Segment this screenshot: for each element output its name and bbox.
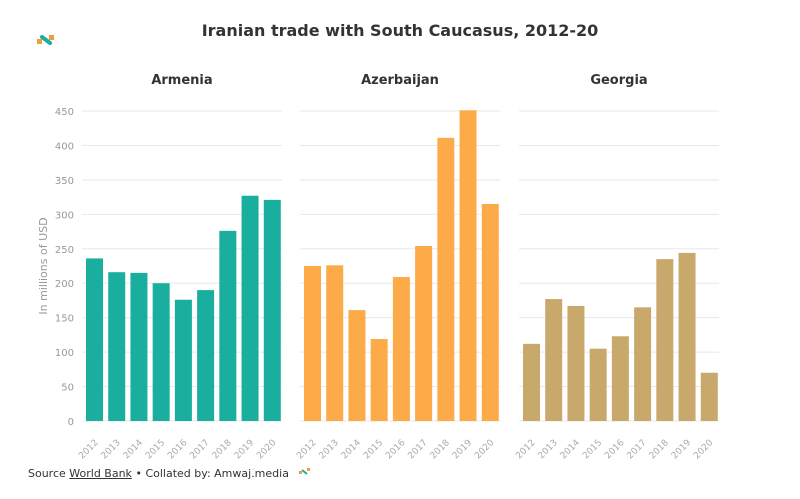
bar-2020 xyxy=(700,372,718,421)
y-axis-label: In millions of USD xyxy=(37,217,50,314)
y-tick-label: 150 xyxy=(55,314,74,325)
y-tick-label: 250 xyxy=(55,245,74,256)
panel-title: Armenia xyxy=(151,73,212,88)
bar-2016 xyxy=(174,299,192,421)
x-tick-label: 2016 xyxy=(166,438,189,461)
y-tick-label: 0 xyxy=(68,417,74,428)
y-tick-label: 450 xyxy=(55,107,74,118)
x-tick-label: 2014 xyxy=(122,438,145,461)
logo-icon xyxy=(37,35,54,45)
bar-2012 xyxy=(304,266,321,421)
y-tick-label: 350 xyxy=(55,176,74,187)
panel-title: Azerbaijan xyxy=(361,73,439,88)
source-label: Source xyxy=(28,467,66,480)
footer: Source World Bank • Collated by: Amwaj.m… xyxy=(28,467,312,480)
bar-2014 xyxy=(348,310,366,421)
bar-2015 xyxy=(589,348,607,421)
panel-azerbaijan: Azerbaijan201220132014201520162017201820… xyxy=(295,73,500,461)
bar-2016 xyxy=(611,336,629,421)
bar-2018 xyxy=(656,259,674,421)
y-tick-label: 200 xyxy=(55,279,74,290)
bar-2014 xyxy=(567,305,585,421)
bar-2018 xyxy=(437,137,455,421)
footer-logo-icon xyxy=(299,468,311,475)
bar-2013 xyxy=(545,299,563,421)
x-tick-label: 2016 xyxy=(384,438,407,461)
x-tick-label: 2020 xyxy=(255,438,278,461)
x-tick-label: 2020 xyxy=(473,438,496,461)
bar-2019 xyxy=(241,195,259,421)
bar-2018 xyxy=(219,230,237,421)
x-tick-label: 2018 xyxy=(211,438,234,461)
panel-title: Georgia xyxy=(590,73,647,88)
x-tick-label: 2014 xyxy=(559,438,582,461)
x-tick-label: 2014 xyxy=(340,438,363,461)
x-tick-label: 2017 xyxy=(188,438,211,461)
y-tick-label: 400 xyxy=(55,141,74,152)
x-tick-label: 2019 xyxy=(233,438,256,461)
bar-2019 xyxy=(678,252,696,421)
bar-2017 xyxy=(415,246,433,421)
bar-2017 xyxy=(634,307,652,421)
chart-title: Iranian trade with South Caucasus, 2012-… xyxy=(202,21,599,40)
y-tick-label: 50 xyxy=(61,383,74,394)
bar-2012 xyxy=(523,343,540,421)
x-tick-label: 2018 xyxy=(648,438,671,461)
x-tick-label: 2019 xyxy=(670,438,693,461)
separator: • xyxy=(135,467,142,480)
collated-text: Collated by: Amwaj.media xyxy=(145,467,289,480)
y-tick-label: 100 xyxy=(55,348,74,359)
x-tick-label: 2012 xyxy=(295,438,318,461)
panel-georgia: Georgia 201220132014201520162017201820192… xyxy=(514,73,719,461)
x-tick-label: 2015 xyxy=(144,438,167,461)
bar-2016 xyxy=(392,277,410,421)
x-tick-label: 2012 xyxy=(514,438,537,461)
x-tick-label: 2013 xyxy=(537,438,560,461)
bar-2015 xyxy=(152,283,170,421)
x-tick-label: 2013 xyxy=(318,438,341,461)
x-tick-label: 2016 xyxy=(603,438,626,461)
panel-armenia: Armenia 0 50 100 150 200 250 300 350 400 450 In mil… xyxy=(37,73,282,461)
x-tick-label: 2015 xyxy=(581,438,604,461)
bar-2020 xyxy=(481,204,499,421)
bar-2013 xyxy=(326,265,344,421)
x-tick-label: 2019 xyxy=(451,438,474,461)
x-tick-label: 2017 xyxy=(406,438,429,461)
x-tick-label: 2012 xyxy=(77,438,100,461)
bar-2017 xyxy=(197,290,215,421)
bar-2014 xyxy=(130,272,148,421)
x-tick-label: 2013 xyxy=(100,438,123,461)
x-tick-label: 2015 xyxy=(362,438,385,461)
source-link[interactable]: World Bank xyxy=(69,467,132,480)
x-tick-label: 2017 xyxy=(625,438,648,461)
bar-2020 xyxy=(263,199,281,421)
x-tick-label: 2020 xyxy=(692,438,715,461)
bar-2013 xyxy=(108,272,126,421)
bar-2012 xyxy=(86,258,103,421)
y-tick-label: 300 xyxy=(55,210,74,221)
bar-2015 xyxy=(370,339,388,421)
bar-2019 xyxy=(459,110,477,422)
x-tick-label: 2018 xyxy=(429,438,452,461)
